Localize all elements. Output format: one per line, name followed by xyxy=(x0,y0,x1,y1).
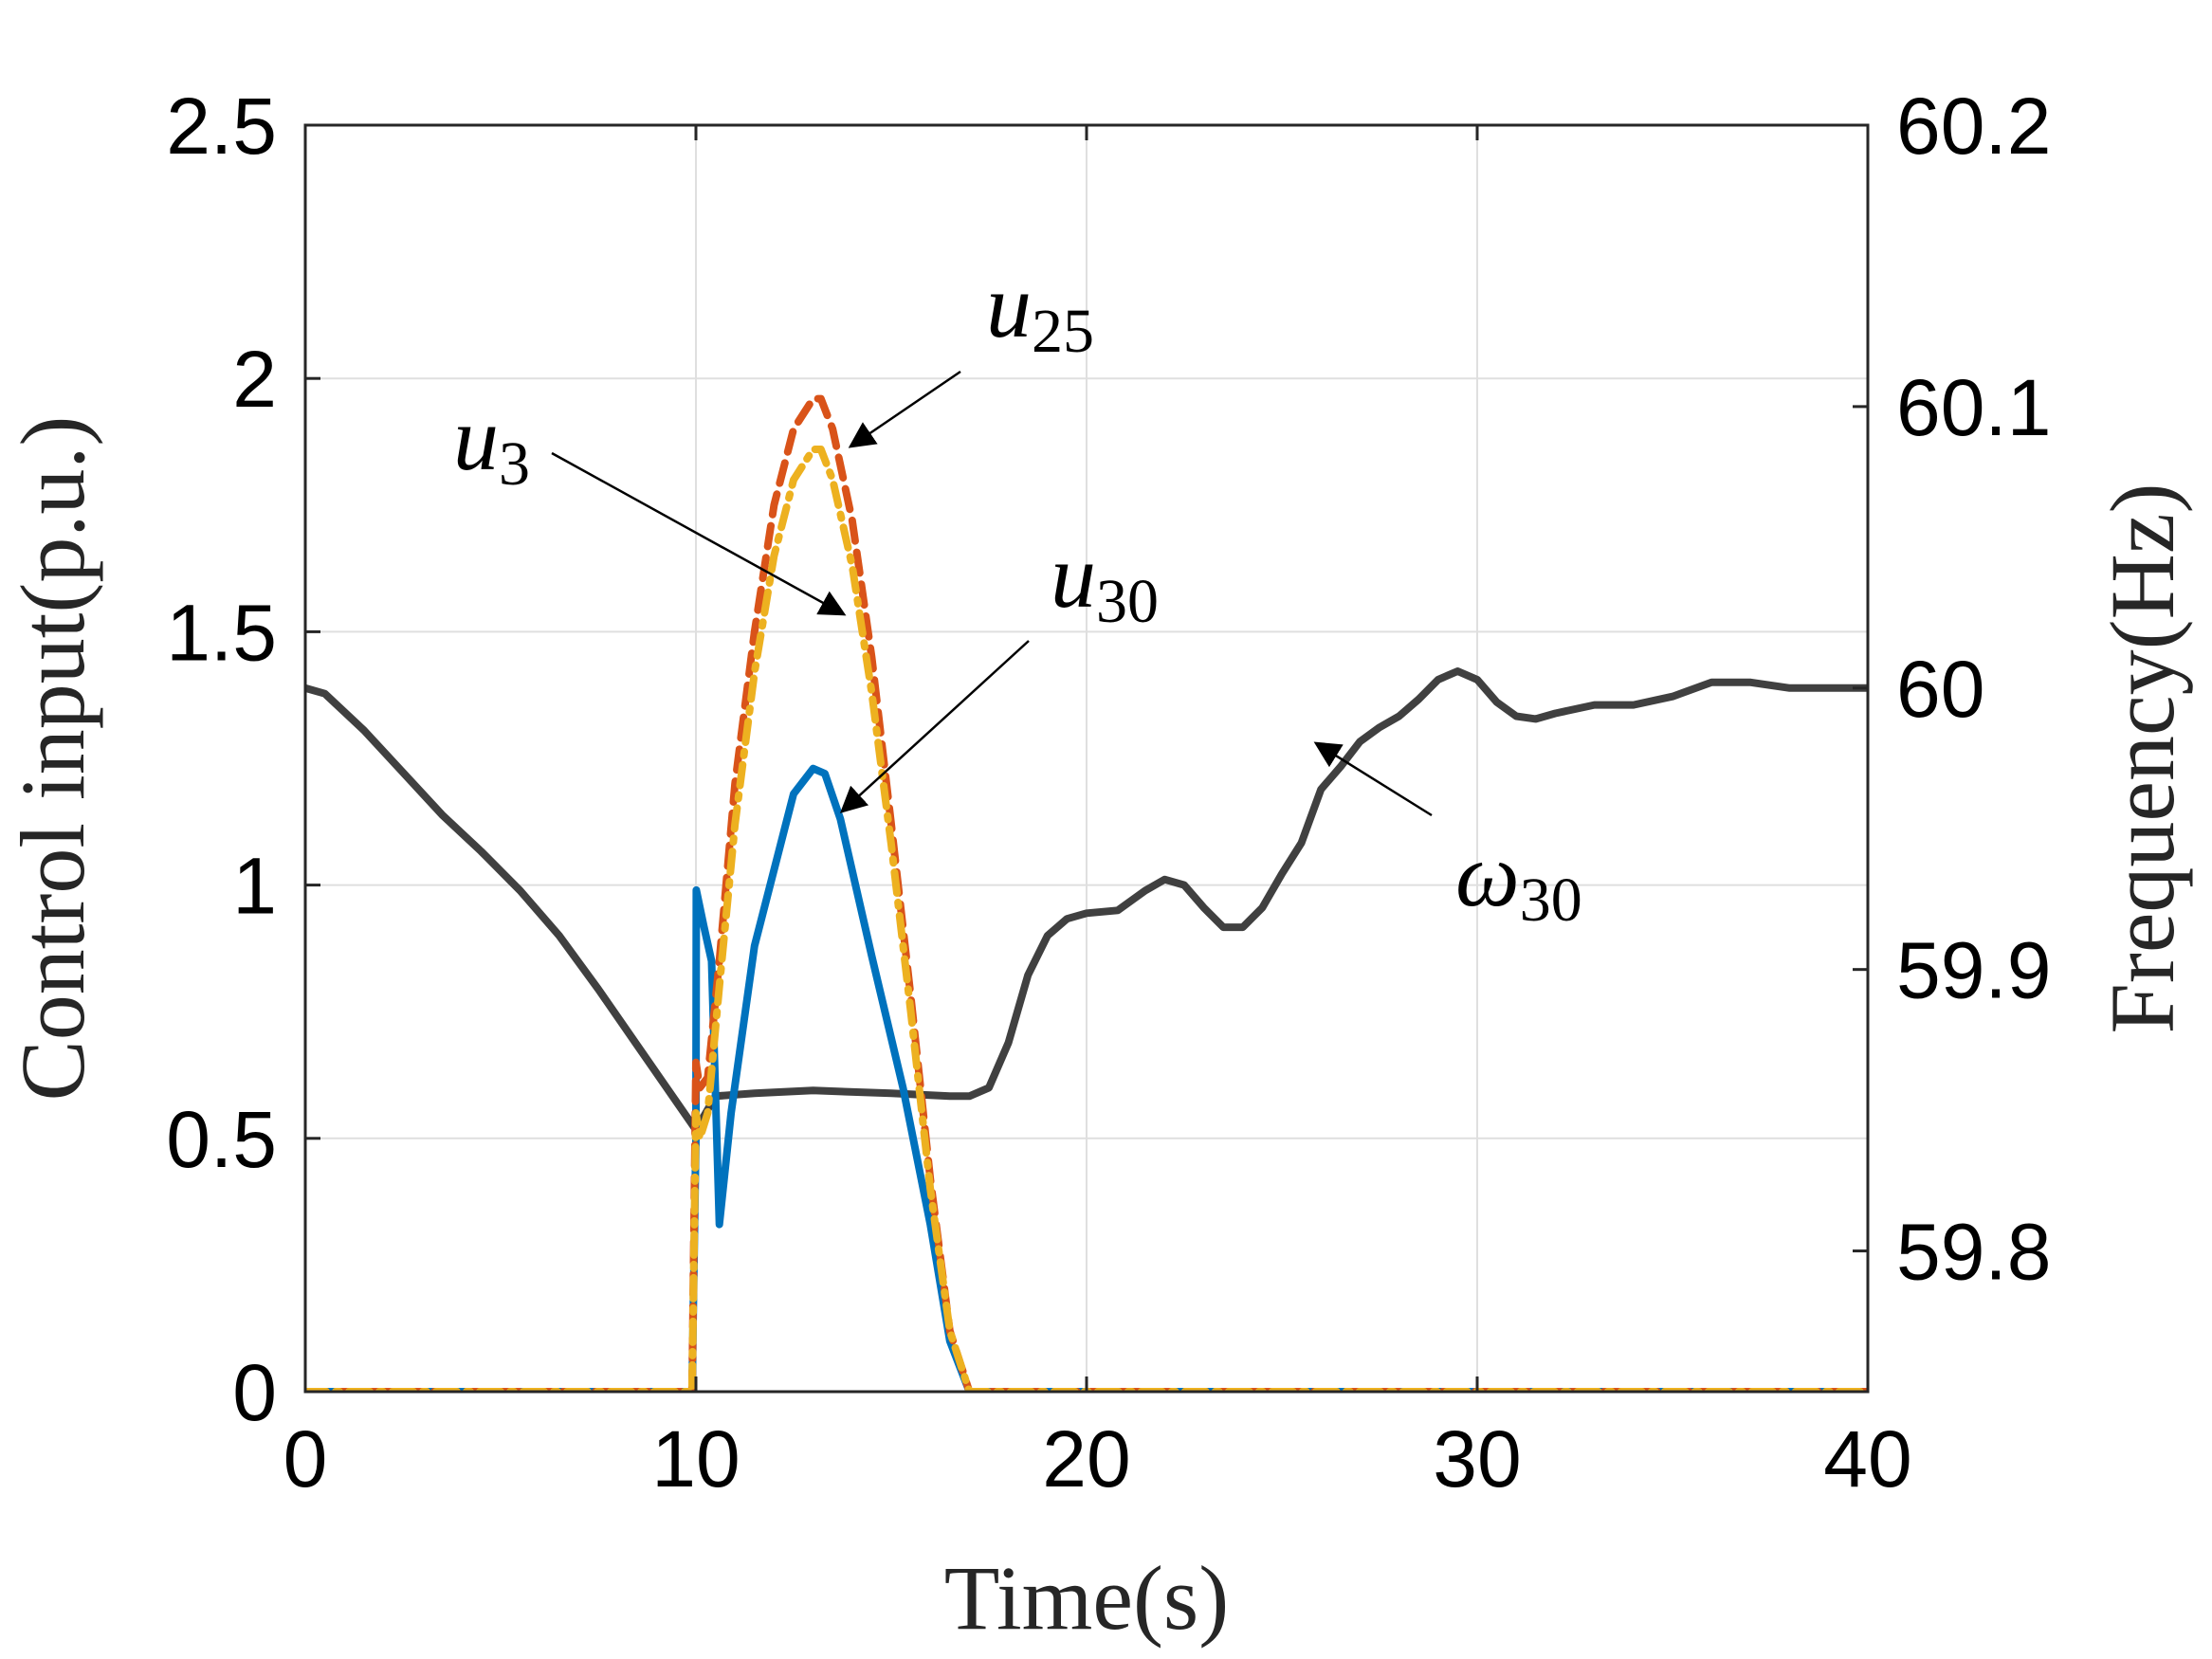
x-tick-label: 30 xyxy=(1433,1414,1521,1504)
y-left-tick-label: 2 xyxy=(232,335,277,424)
annotation-omega30: ω30 xyxy=(1455,824,1582,935)
annotation-u30: u30 xyxy=(1051,525,1159,636)
y-axis-left-title: Control input(p.u.) xyxy=(2,416,103,1102)
y-right-tick-label: 60.2 xyxy=(1896,82,2052,171)
x-axis-title: Time(s) xyxy=(944,1547,1230,1649)
y-right-tick-label: 59.9 xyxy=(1896,926,2052,1015)
x-tick-label: 40 xyxy=(1823,1414,1911,1504)
annotation-arrow-u30 xyxy=(839,640,1030,813)
annotation-arrow-u25 xyxy=(848,370,961,448)
y-left-tick-label: 1.5 xyxy=(166,588,277,677)
ticks: 0 10 20 30 40 0 0.5 1 1.5 2 2.5 59.8 59.9 60 60.1 60.2 xyxy=(166,82,2051,1504)
annotation-u25: u25 xyxy=(986,255,1094,366)
y-right-tick-label: 60 xyxy=(1896,645,1984,734)
x-tick-label: 0 xyxy=(283,1414,328,1504)
series-line-2 xyxy=(305,446,1868,1392)
annotation-arrow-u3 xyxy=(551,451,847,616)
x-tick-label: 20 xyxy=(1042,1414,1130,1504)
y-left-tick-label: 2.5 xyxy=(166,82,277,171)
y-left-tick-label: 0 xyxy=(232,1348,277,1437)
y-right-tick-label: 59.8 xyxy=(1896,1208,2052,1297)
y-axis-right-title: Frequency(Hz) xyxy=(2092,483,2193,1033)
x-tick-label: 10 xyxy=(651,1414,740,1504)
series-line-3 xyxy=(305,667,1868,1134)
y-left-tick-label: 1 xyxy=(232,842,277,931)
y-left-tick-label: 0.5 xyxy=(166,1095,277,1184)
annotation-u3: u3 xyxy=(453,388,530,499)
annotation-arrow-omega30 xyxy=(1313,741,1433,817)
y-right-tick-label: 60.1 xyxy=(1896,363,2052,452)
series-layer xyxy=(305,394,1868,1392)
